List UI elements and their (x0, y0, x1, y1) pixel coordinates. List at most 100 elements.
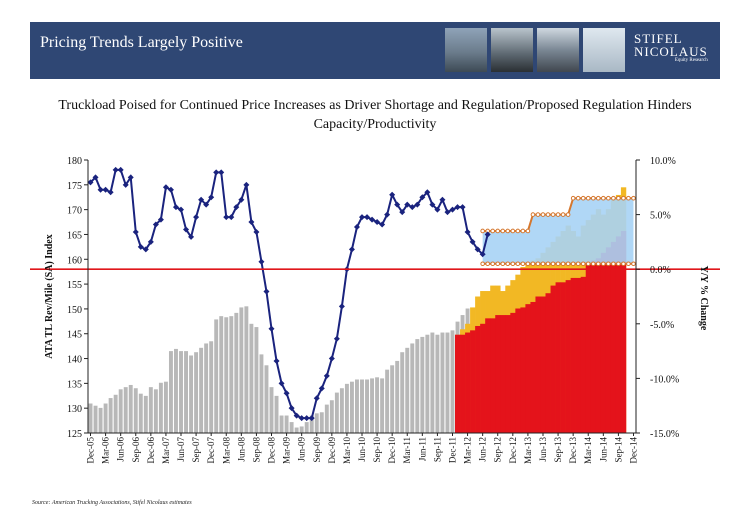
left-axis-title: ATA TL Rev/Mile (SA) Index (44, 234, 55, 358)
history-bar (304, 422, 309, 433)
index-point (479, 251, 486, 258)
history-bar (163, 381, 168, 433)
forecast-range-point (570, 261, 576, 267)
left-tick-label: 145 (67, 330, 82, 341)
forecast-range-point (525, 228, 531, 234)
x-tick-label: Jun-10 (357, 437, 367, 462)
forecast-range-point (621, 261, 626, 267)
x-tick-label: Dec-05 (86, 437, 96, 464)
slide-title: Pricing Trends Largely Positive (40, 34, 243, 51)
index-point (474, 246, 481, 253)
forecast-base-bar (515, 308, 521, 433)
forecast-base-bar (525, 304, 531, 433)
forecast-base-bar (505, 315, 511, 433)
x-tick-label: Jun-12 (478, 437, 488, 462)
forecast-range-point (616, 261, 621, 267)
history-bar (450, 330, 455, 433)
index-point (278, 380, 285, 387)
x-tick-label: Sep-10 (372, 437, 382, 463)
right-tick-label: -10.0% (650, 374, 679, 385)
forecast-base-bar (580, 276, 587, 433)
index-point (218, 169, 225, 176)
forecast-range-point (606, 195, 611, 201)
index-point (157, 216, 164, 223)
history-bar (360, 379, 364, 433)
logo-line-1: STIFEL (634, 31, 683, 46)
x-tick-label: Jun-08 (236, 437, 246, 462)
index-point (188, 233, 195, 240)
index-point (102, 186, 109, 193)
forecast-range-point (616, 195, 621, 201)
forecast-range-point (631, 195, 636, 201)
forecast-range-point (590, 195, 596, 201)
index-point (117, 166, 124, 173)
right-tick-label: 0.0% (650, 265, 671, 276)
stifel-logo: STIFEL NICOLAUS Equity Research (634, 32, 708, 63)
index-point (92, 174, 99, 181)
history-bar (440, 332, 445, 433)
index-point (238, 196, 245, 203)
x-tick-label: Jun-09 (297, 437, 307, 462)
forecast-base-bar (615, 236, 622, 433)
history-bar (138, 393, 143, 433)
x-tick-label: Dec-13 (568, 437, 578, 464)
index-point (369, 216, 376, 223)
forecast-range-point (565, 212, 571, 217)
index-point (318, 385, 325, 392)
history-bar (158, 382, 163, 433)
source-note: Source: American Trucking Associations, … (32, 500, 192, 506)
history-bar (199, 347, 204, 433)
forecast-range-point (595, 261, 601, 267)
index-point (429, 201, 436, 208)
x-tick-label: Mar-06 (101, 437, 111, 464)
train-photo (491, 28, 533, 72)
history-bar (269, 387, 274, 433)
right-tick-label: 10.0% (650, 156, 676, 167)
index-point (208, 194, 215, 201)
index-point (203, 201, 210, 208)
forecast-range-point (590, 261, 596, 267)
history-bar (184, 351, 188, 433)
x-tick-label: Mar-14 (583, 437, 593, 464)
history-bar (174, 348, 178, 433)
history-bar (128, 384, 133, 433)
index-point (162, 184, 169, 191)
forecast-range-point (540, 261, 546, 267)
history-bar (284, 415, 289, 433)
left-tick-label: 135 (67, 379, 82, 390)
forecast-range-point (626, 195, 631, 201)
history-bar (143, 395, 148, 433)
left-tick-label: 160 (67, 255, 82, 266)
index-point (112, 166, 119, 173)
index-point (333, 335, 340, 342)
history-bar (279, 415, 284, 433)
history-bar (153, 389, 158, 433)
history-bar (329, 400, 334, 433)
index-point (399, 209, 406, 216)
airplane-photo (583, 28, 625, 72)
history-bar (370, 378, 375, 433)
index-point (127, 174, 134, 181)
x-tick-label: Dec-12 (508, 437, 518, 464)
history-bar (299, 426, 304, 433)
x-tick-label: Sep-08 (251, 437, 261, 463)
forecast-range-layer (480, 195, 636, 267)
history-bar (425, 334, 430, 433)
index-point (303, 415, 310, 422)
index-point (379, 221, 386, 228)
history-bar (259, 354, 264, 433)
x-tick-label: Mar-10 (342, 437, 352, 464)
history-bar (289, 422, 294, 433)
history-bar (274, 395, 279, 433)
history-bar (420, 336, 425, 433)
forecast-range-point (560, 212, 566, 217)
forecast-range-point (580, 195, 586, 201)
history-bar (309, 415, 314, 433)
history-bar (118, 389, 123, 433)
index-point (268, 325, 275, 332)
index-line-layer (87, 166, 491, 422)
forecast-range-point (490, 228, 496, 234)
index-point (107, 189, 114, 196)
x-tick-label: Sep-12 (493, 437, 503, 463)
history-bar (244, 306, 249, 433)
